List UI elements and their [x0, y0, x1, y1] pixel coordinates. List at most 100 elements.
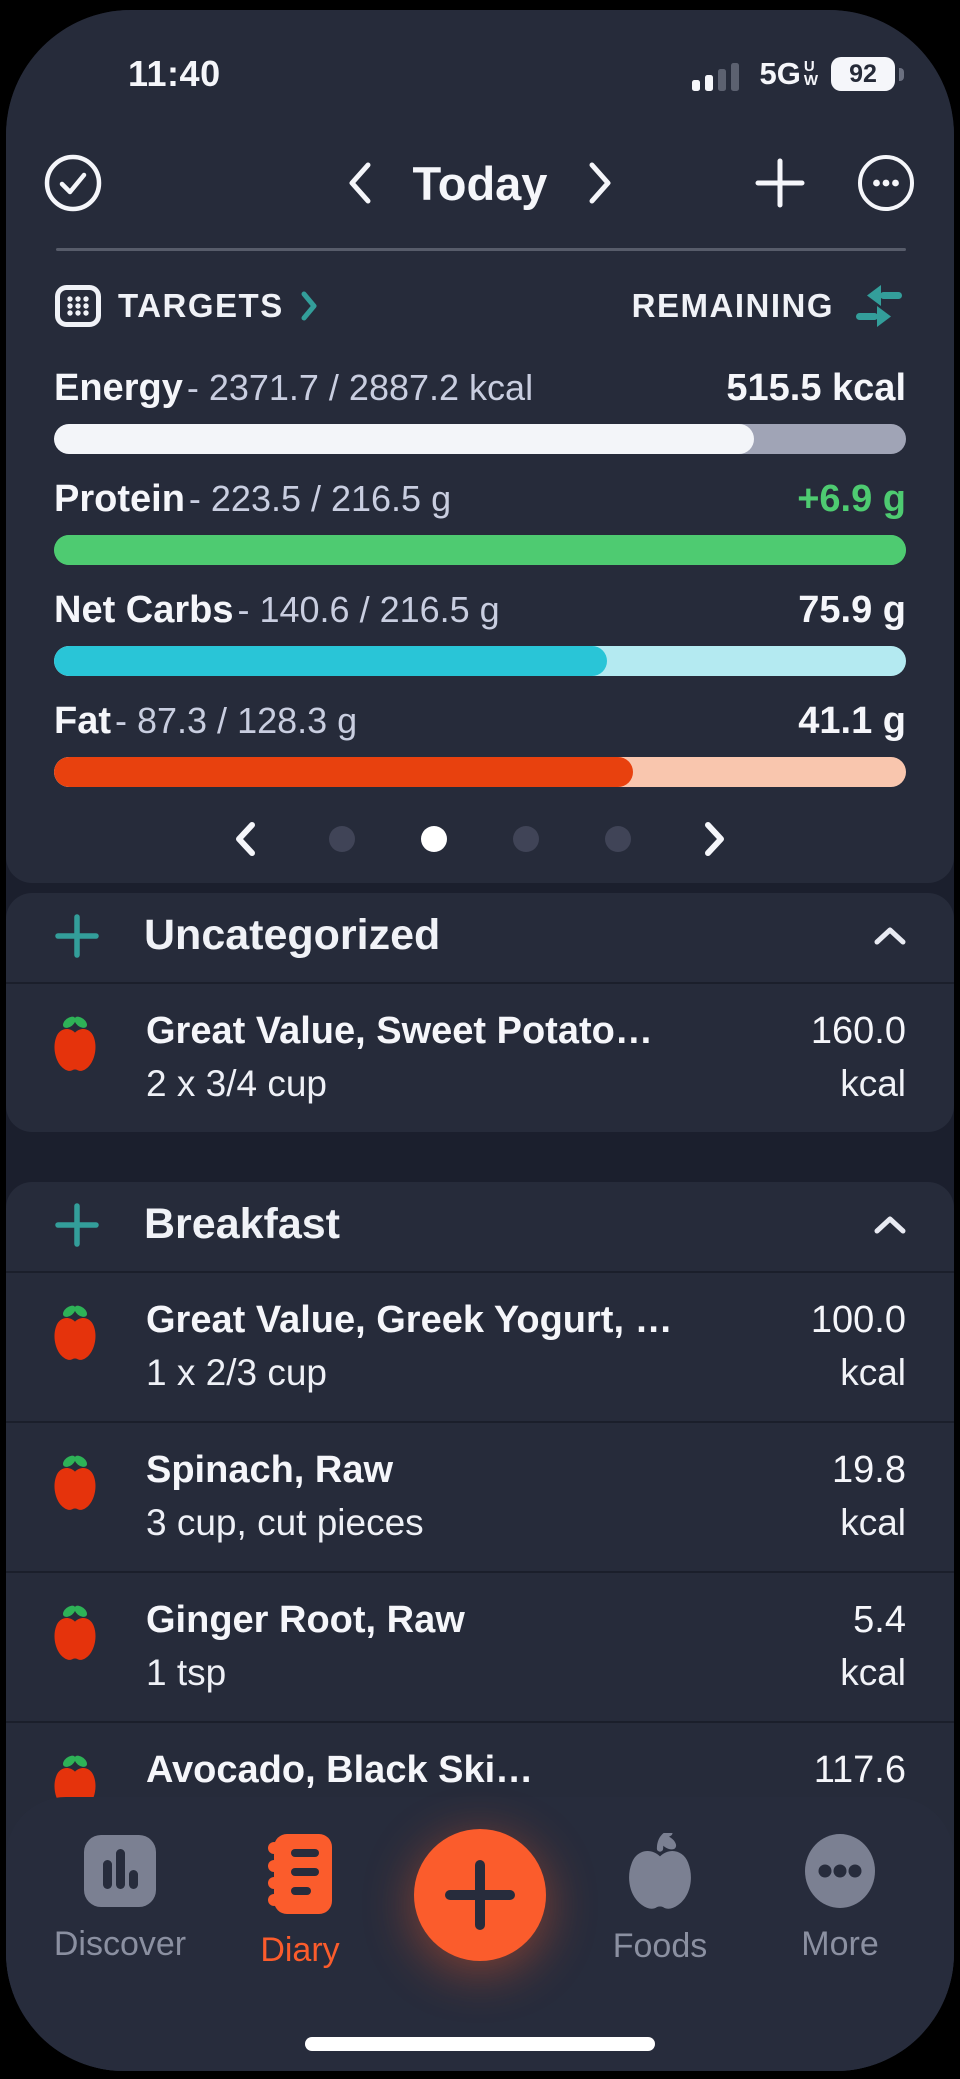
food-calories-unit: kcal — [840, 1652, 906, 1693]
target-name: Energy — [54, 367, 183, 409]
food-apple-icon — [54, 1305, 96, 1360]
bottom-tab-bar: Discover Diary — [6, 1797, 954, 2071]
protein-progress-fill — [54, 535, 906, 565]
target-remaining: 75.9 g — [798, 589, 906, 631]
carousel-next-button[interactable] — [703, 821, 727, 857]
carousel-dot[interactable] — [605, 826, 631, 852]
header-targets-card: 11:40 5G U W 92 — [6, 10, 954, 883]
food-calories: 100.0 — [810, 1299, 906, 1341]
section-divider — [6, 982, 954, 984]
carousel-prev-button[interactable] — [233, 821, 257, 857]
target-row-netcarbs: Net Carbs - 140.6 / 216.5 g 75.9 g — [6, 589, 954, 676]
collapse-section-button[interactable] — [872, 1214, 908, 1236]
target-remaining: 41.1 g — [798, 700, 906, 742]
section-uncategorized: Uncategorized Great Value, Sweet Potato…… — [6, 893, 954, 1132]
food-name: Great Value, Sweet Potato… — [146, 1010, 653, 1052]
previous-day-button[interactable] — [345, 160, 373, 206]
tab-add-food[interactable] — [390, 1829, 570, 1961]
food-calories-unit: kcal — [840, 1063, 906, 1104]
food-name: Avocado, Black Ski… — [146, 1749, 534, 1791]
food-calories: 160.0 — [810, 1010, 906, 1052]
food-row[interactable]: Great Value, Sweet Potato… 2 x 3/4 cup 1… — [6, 984, 954, 1132]
current-date-label[interactable]: Today — [412, 156, 548, 210]
carousel-dot-active[interactable] — [421, 826, 447, 852]
section-title: Breakfast — [144, 1200, 340, 1248]
tab-foods[interactable]: Foods — [570, 1833, 750, 1966]
status-indicators: 5G U W 92 — [692, 56, 904, 92]
signal-strength-icon — [692, 63, 740, 91]
target-name: Protein — [54, 478, 185, 520]
complete-day-button[interactable] — [42, 152, 104, 214]
header-actions — [752, 153, 916, 213]
target-remaining: 515.5 kcal — [726, 367, 906, 409]
food-serving: 1 x 2/3 cup — [146, 1352, 328, 1393]
target-row-fat: Fat - 87.3 / 128.3 g 41.1 g — [6, 700, 954, 787]
section-header: Uncategorized — [6, 893, 954, 982]
target-detail: - 140.6 / 216.5 g — [237, 589, 500, 630]
target-detail: - 223.5 / 216.5 g — [188, 478, 452, 519]
add-food-button[interactable] — [54, 913, 100, 959]
netcarbs-progress-track — [54, 646, 906, 676]
swap-icon-wrap — [850, 283, 906, 329]
tab-diary-active[interactable]: Diary — [210, 1833, 390, 1970]
food-apple-icon — [54, 1605, 96, 1660]
target-name: Fat — [54, 700, 111, 742]
add-food-button[interactable] — [54, 1202, 100, 1248]
targets-header: TARGETS REMAINING — [6, 283, 954, 329]
diary-notebook-icon — [268, 1834, 332, 1914]
status-bar: 11:40 5G U W 92 — [6, 10, 954, 98]
chevron-right-icon — [705, 822, 724, 856]
food-calories-unit: kcal — [840, 1352, 906, 1393]
tab-more[interactable]: More — [750, 1833, 930, 1964]
netcarbs-progress-fill — [54, 646, 607, 676]
ellipsis-circle-icon — [858, 155, 914, 211]
food-row[interactable]: Spinach, Raw 3 cup, cut pieces 19.8 kcal — [6, 1421, 954, 1571]
food-row[interactable]: Great Value, Greek Yogurt, … 1 x 2/3 cup… — [6, 1273, 954, 1421]
add-food-fab[interactable] — [414, 1829, 546, 1961]
more-options-button[interactable] — [856, 153, 916, 213]
targets-label: TARGETS — [118, 287, 284, 324]
network-band: U W — [803, 58, 818, 89]
food-apple-icon — [54, 1016, 96, 1071]
tab-label: More — [801, 1925, 879, 1963]
next-day-button[interactable] — [587, 160, 615, 206]
energy-progress-fill — [54, 424, 755, 454]
carousel-dot[interactable] — [513, 826, 539, 852]
chevron-up-icon — [874, 927, 906, 944]
chevron-right-small-icon — [301, 291, 317, 321]
food-name: Ginger Root, Raw — [146, 1599, 465, 1641]
tab-label: Diary — [260, 1931, 340, 1969]
chevron-right-icon — [589, 162, 611, 204]
home-indicator[interactable] — [305, 2037, 655, 2051]
diary-header: Today — [6, 144, 954, 222]
foods-apple-icon — [629, 1833, 691, 1909]
carousel-dots — [329, 826, 631, 852]
food-row-partially-hidden[interactable]: Avocado, Black Ski… 117.6 — [6, 1721, 954, 1837]
fat-progress-fill — [54, 757, 634, 787]
add-entry-button[interactable] — [752, 155, 808, 211]
carousel-dot[interactable] — [329, 826, 355, 852]
swap-arrows-icon — [856, 285, 902, 327]
status-time: 11:40 — [128, 53, 221, 94]
section-header: Breakfast — [6, 1182, 954, 1271]
food-calories-unit: kcal — [840, 1502, 906, 1543]
battery-indicator: 92 — [831, 57, 895, 91]
more-ellipsis-icon — [805, 1834, 875, 1908]
date-navigation: Today — [6, 156, 954, 211]
target-row-protein: Protein - 223.5 / 216.5 g +6.9 g — [6, 478, 954, 565]
collapse-section-button[interactable] — [872, 925, 908, 947]
food-name: Great Value, Greek Yogurt, … — [146, 1299, 673, 1341]
battery-nub — [899, 67, 904, 81]
remaining-toggle[interactable]: REMAINING — [632, 283, 906, 329]
food-row[interactable]: Ginger Root, Raw 1 tsp 5.4 kcal — [6, 1571, 954, 1721]
targets-carousel-pager — [6, 819, 954, 859]
food-serving: 1 tsp — [146, 1652, 227, 1693]
targets-link[interactable]: TARGETS — [54, 284, 318, 328]
food-serving: 3 cup, cut pieces — [146, 1502, 424, 1543]
food-calories: 5.4 — [853, 1599, 906, 1641]
tab-discover[interactable]: Discover — [30, 1833, 210, 1964]
target-name: Net Carbs — [54, 589, 234, 631]
fat-progress-track — [54, 757, 906, 787]
chevron-left-icon — [349, 162, 371, 204]
header-divider — [56, 248, 906, 251]
